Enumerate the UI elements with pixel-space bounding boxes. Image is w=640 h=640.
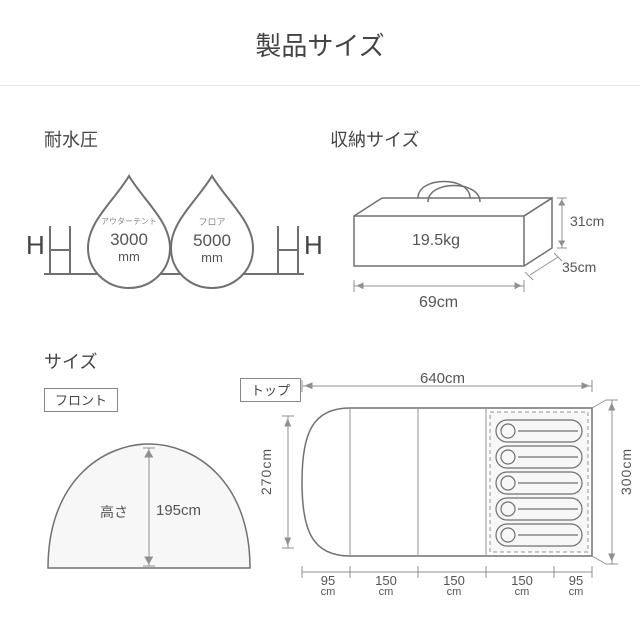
section-size-front-title: サイズ [44, 348, 284, 374]
front-view-label: フロント [44, 388, 118, 412]
drop-1-label: フロア [177, 218, 247, 227]
pack-depth: 35cm [562, 259, 596, 275]
pack-weight: 19.5kg [412, 232, 460, 250]
seg-4-unit: cm [558, 587, 594, 598]
seg-2-unit: cm [432, 587, 476, 598]
drop-1-value: 5000 [177, 231, 247, 251]
page-title: 製品サイズ [0, 0, 640, 85]
seg-1-unit: cm [364, 587, 408, 598]
front-height-value: 195cm [156, 502, 201, 519]
pack-size-diagram [330, 166, 620, 336]
top-outer-depth: 300cm [618, 448, 634, 495]
front-height-label: 高さ [100, 502, 128, 522]
front-view-diagram [44, 440, 254, 590]
section-waterproof: 耐水圧 [44, 126, 324, 306]
waterproof-diagram [44, 166, 304, 306]
section-pack-size: 収納サイズ [330, 126, 630, 336]
h-label-left: H [26, 230, 45, 261]
section-size-top: トップ [240, 374, 640, 614]
seg-0-unit: cm [310, 587, 346, 598]
top-overall-width: 640cm [420, 370, 465, 387]
section-waterproof-title: 耐水圧 [44, 126, 324, 152]
pack-height: 31cm [570, 213, 604, 229]
top-inner-depth: 270cm [258, 448, 274, 495]
seg-3-unit: cm [500, 587, 544, 598]
h-label-right: H [304, 230, 323, 261]
section-pack-size-title: 収納サイズ [330, 126, 630, 152]
drop-1-unit: mm [177, 251, 247, 264]
pack-width: 69cm [419, 294, 458, 312]
drop-0-unit: mm [94, 250, 164, 263]
drop-0-label: アウターテント [94, 218, 164, 226]
drop-0-value: 3000 [94, 230, 164, 250]
